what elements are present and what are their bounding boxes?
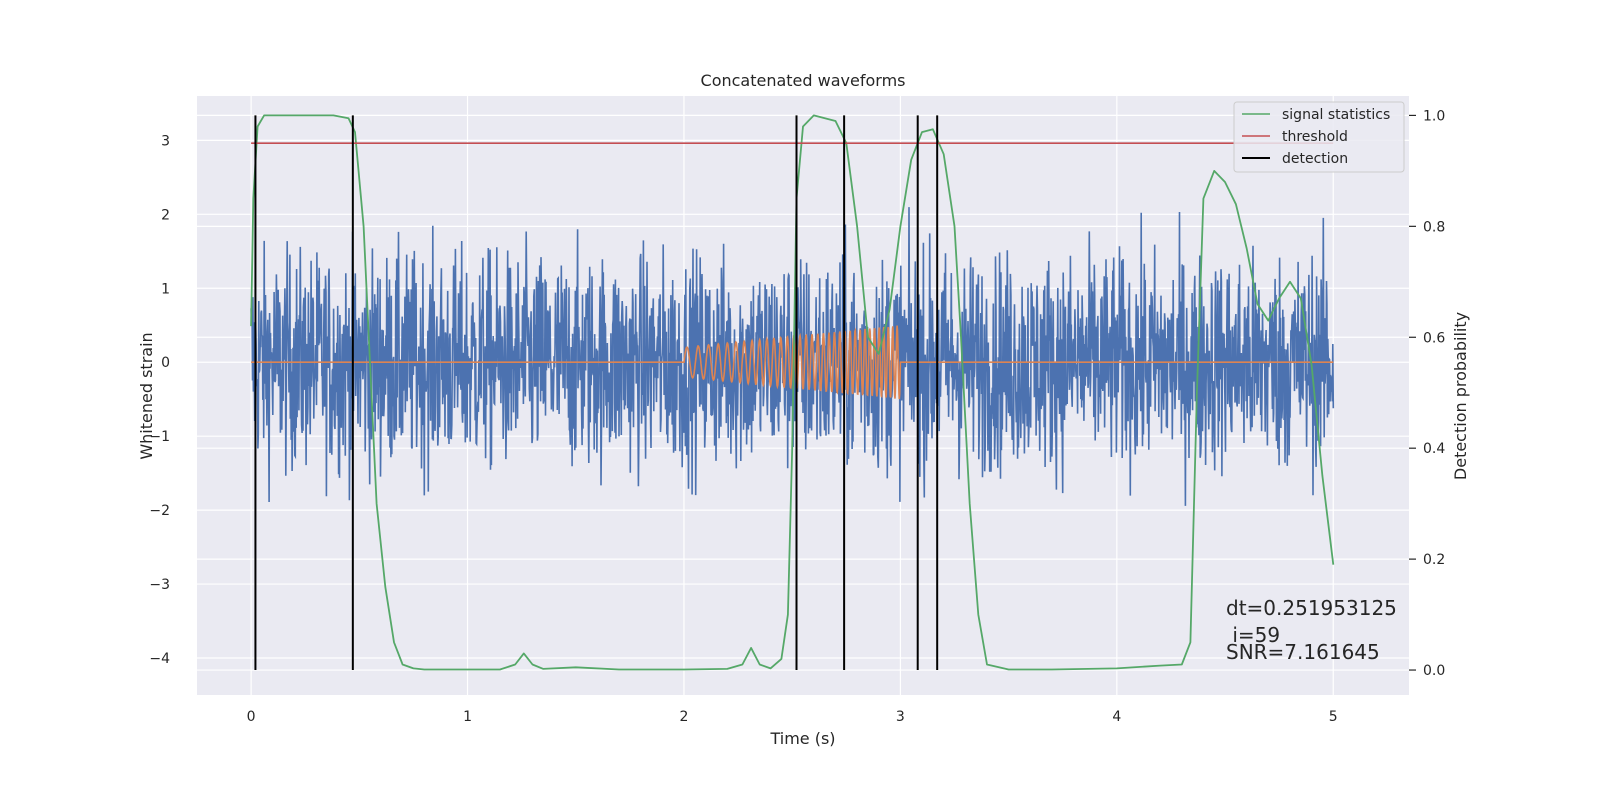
y2-tick-label: 0.6 xyxy=(1423,330,1445,346)
y2-tick-label: 0.8 xyxy=(1423,219,1445,235)
annotation-index: i=59 xyxy=(1226,623,1280,647)
injection-line xyxy=(251,325,1334,400)
plot-area xyxy=(250,114,1335,671)
y-tick-label: −1 xyxy=(149,429,170,445)
x-axis-label: Time (s) xyxy=(769,729,835,748)
legend-label-signal-statistics: signal statistics xyxy=(1282,107,1390,123)
y-tick-label: 3 xyxy=(161,133,170,149)
y-tick-label: 2 xyxy=(161,207,170,223)
x-tick-label: 4 xyxy=(1112,709,1121,725)
legend: signal statistics threshold detection xyxy=(1233,101,1405,173)
y-tick-label: 1 xyxy=(161,281,170,297)
annotation-snr: SNR=7.161645 xyxy=(1226,640,1380,664)
x-tick-label: 3 xyxy=(896,709,905,725)
axes: 0 1 2 3 4 5 −4 −3 −2 −1 0 1 2 3 0.0 0.2 0.4 0.6 0.8 1.0 xyxy=(149,108,1445,725)
y2-tick-label: 0.2 xyxy=(1423,552,1445,568)
y-tick-label: −4 xyxy=(149,651,170,667)
y-tick-label: 0 xyxy=(161,355,170,371)
y2-tick-label: 0.0 xyxy=(1423,663,1445,679)
annotation: dt=0.251953125 i=59 SNR=7.161645 xyxy=(1226,596,1397,664)
x-tick-label: 0 xyxy=(247,709,256,725)
x-tick-label: 1 xyxy=(463,709,472,725)
y2-tick-label: 0.4 xyxy=(1423,441,1445,457)
legend-label-threshold: threshold xyxy=(1282,129,1348,145)
x-tick-label: 5 xyxy=(1329,709,1338,725)
legend-label-detection: detection xyxy=(1282,151,1348,167)
signal-statistics-line xyxy=(250,114,1335,671)
y-axis-label: Whitened strain xyxy=(137,332,156,459)
y-tick-label: −3 xyxy=(149,577,170,593)
y2-tick-label: 1.0 xyxy=(1423,108,1445,124)
y2-axis-label: Detection probability xyxy=(1451,312,1470,480)
x-tick-label: 2 xyxy=(680,709,689,725)
annotation-dt: dt=0.251953125 xyxy=(1226,596,1397,620)
legend-box xyxy=(1233,101,1405,173)
y-tick-label: −2 xyxy=(149,503,170,519)
chart-title: Concatenated waveforms xyxy=(701,71,906,90)
